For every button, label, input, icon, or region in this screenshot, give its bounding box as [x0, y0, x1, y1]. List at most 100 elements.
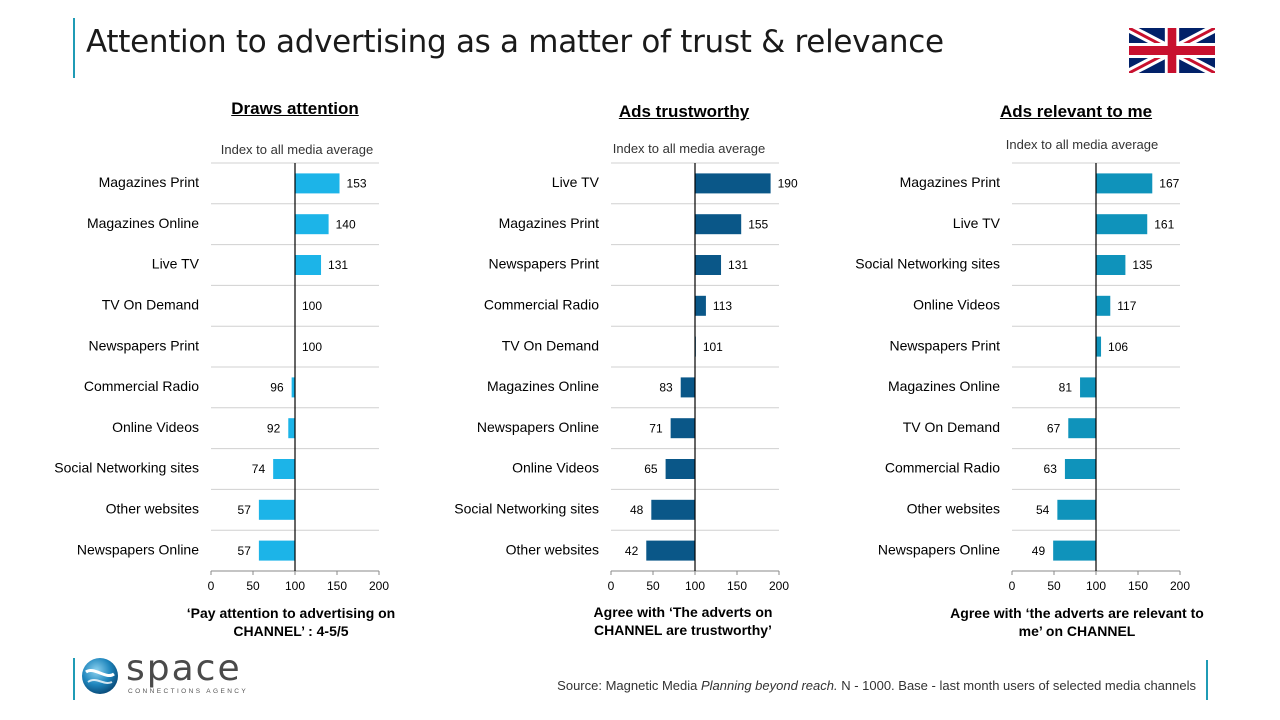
bar	[258, 499, 295, 520]
data-label: 48	[630, 503, 644, 517]
category-label: Social Networking sites	[54, 460, 199, 476]
x-tick-label: 0	[608, 579, 615, 593]
category-label: Magazines Online	[487, 378, 599, 394]
space-logo-icon	[82, 658, 118, 694]
x-tick-label: 200	[769, 579, 789, 593]
bar	[651, 499, 695, 520]
category-label: Other websites	[907, 501, 1000, 517]
bar	[680, 377, 695, 398]
x-tick-label: 50	[1047, 579, 1061, 593]
category-label: TV On Demand	[102, 297, 199, 313]
data-label: 83	[659, 381, 673, 395]
data-label: 131	[328, 258, 348, 272]
x-tick-label: 50	[246, 579, 260, 593]
data-label: 67	[1047, 421, 1061, 435]
category-label: Magazines Online	[87, 215, 199, 231]
data-label: 190	[778, 177, 798, 191]
category-label: Magazines Online	[888, 378, 1000, 394]
x-tick-label: 150	[1128, 579, 1148, 593]
data-label: 81	[1059, 381, 1073, 395]
page-title: Attention to advertising as a matter of …	[86, 24, 944, 60]
bar	[1096, 336, 1102, 357]
bar	[1068, 418, 1096, 439]
source-suffix: N - 1000. Base - last month users of sel…	[837, 678, 1196, 693]
category-label: Other websites	[106, 501, 199, 517]
x-tick-label: 200	[1170, 579, 1190, 593]
category-label: Commercial Radio	[885, 460, 1000, 476]
source-note: Source: Magnetic Media Planning beyond r…	[557, 678, 1196, 693]
bar	[1053, 540, 1096, 561]
chart-1-title: Draws attention	[231, 99, 359, 118]
uk-flag-icon	[1129, 28, 1215, 73]
data-label: 153	[347, 177, 367, 191]
category-label: Magazines Print	[499, 215, 599, 231]
bar	[695, 295, 706, 316]
chart-2-footnote: Agree with ‘The adverts on CHANNEL are t…	[593, 604, 773, 638]
category-label: Newspapers Online	[878, 541, 1000, 557]
data-label: 167	[1159, 177, 1179, 191]
bar	[665, 459, 695, 479]
bar	[1096, 173, 1153, 194]
data-label: 155	[748, 217, 768, 231]
chart-2-title: Ads trustworthy	[618, 102, 750, 121]
bar	[646, 540, 695, 561]
x-tick-label: 100	[285, 579, 305, 593]
data-label: 74	[252, 462, 266, 476]
bar	[1064, 459, 1096, 479]
data-label: 100	[302, 340, 322, 354]
category-label: Commercial Radio	[84, 378, 199, 394]
data-label: 57	[238, 503, 252, 517]
x-tick-label: 150	[727, 579, 747, 593]
bar	[1096, 295, 1111, 316]
category-label: Newspapers Print	[489, 256, 600, 272]
category-label: Live TV	[152, 256, 200, 272]
source-prefix: Source: Magnetic Media	[557, 678, 701, 693]
data-label: 96	[270, 381, 284, 395]
category-label: Online Videos	[913, 297, 1000, 313]
data-label: 131	[728, 258, 748, 272]
category-label: Social Networking sites	[855, 256, 1000, 272]
source-title: Planning beyond reach.	[700, 678, 838, 693]
bar	[295, 173, 340, 194]
chart-3-subtitle: Index to all media average	[1005, 137, 1159, 152]
chart-3-footnote: Agree with ‘the adverts are relevant to …	[950, 605, 1204, 639]
category-label: Commercial Radio	[484, 297, 599, 313]
category-label: Other websites	[506, 541, 599, 557]
bar	[670, 418, 695, 439]
data-label: 117	[1117, 299, 1136, 313]
bar	[1096, 214, 1148, 235]
logo-tagline: CONNECTIONS AGENCY	[128, 688, 249, 695]
category-label: Newspapers Print	[890, 337, 1001, 353]
bar	[695, 255, 722, 275]
data-label: 57	[238, 544, 252, 558]
chart-1-footnote: ‘Pay attention to advertising on CHANNEL…	[186, 605, 396, 639]
category-label: Live TV	[953, 215, 1001, 231]
category-label: Newspapers Print	[89, 337, 200, 353]
category-label: Social Networking sites	[454, 501, 599, 517]
logo-wordmark: space	[126, 648, 242, 689]
footer-right-line	[1206, 660, 1208, 700]
bar	[295, 255, 322, 275]
chart-1-subtitle: Index to all media average	[220, 142, 374, 157]
data-label: 42	[625, 544, 639, 558]
bar	[291, 377, 295, 398]
data-label: 63	[1044, 462, 1058, 476]
x-tick-label: 100	[1086, 579, 1106, 593]
data-label: 49	[1032, 544, 1046, 558]
data-label: 92	[267, 421, 281, 435]
chart-3-title: Ads relevant to me	[999, 102, 1153, 121]
data-label: 54	[1036, 503, 1050, 517]
bar	[695, 214, 742, 235]
category-label: TV On Demand	[502, 337, 599, 353]
category-label: Newspapers Online	[77, 541, 199, 557]
data-label: 161	[1154, 217, 1174, 231]
x-tick-label: 200	[369, 579, 389, 593]
x-tick-label: 0	[208, 579, 215, 593]
data-label: 106	[1108, 340, 1128, 354]
title-accent-line	[73, 18, 75, 78]
bar	[1057, 499, 1096, 520]
data-label: 135	[1132, 258, 1152, 272]
footer-left-line	[73, 658, 75, 700]
